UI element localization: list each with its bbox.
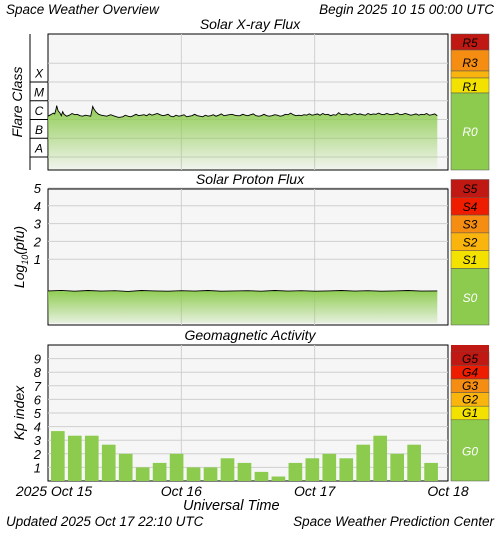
kp-bar	[135, 467, 150, 481]
proton-y-axis-label: Log10(pfu)	[11, 226, 30, 288]
x-tick-1: Oct 16	[161, 483, 202, 499]
kp-scale-band	[450, 419, 490, 482]
proton-y-tick-3: 3	[34, 217, 42, 232]
proton-y-label-paren: (pfu)	[11, 226, 27, 255]
proton-y-tick-5: 5	[34, 181, 42, 196]
xray-flux-line	[47, 104, 438, 118]
kp-y-tick-3: 3	[34, 433, 42, 448]
kp-bar	[152, 462, 167, 481]
xray-y-axis-label: Flare Class	[9, 67, 25, 138]
proton-y-tick-2: 2	[33, 234, 42, 249]
xray-scale-label-r5: R5	[462, 36, 478, 50]
kp-bar	[237, 462, 252, 481]
kp-bar	[84, 435, 99, 481]
kp-bar	[51, 431, 65, 481]
kp-bar	[169, 453, 184, 481]
kp-bar	[373, 435, 388, 481]
xray-scale-band	[450, 92, 490, 171]
proton-flux-fill	[48, 290, 438, 323]
x-tick-3: Oct 18	[427, 483, 468, 499]
xray-title: Solar X-ray Flux	[200, 16, 301, 32]
proton-scale-band	[450, 268, 490, 326]
begin-date: Begin 2025 10 15 00:00 UTC	[319, 2, 494, 17]
kp-scale-top	[451, 345, 489, 352]
proton-scale-label-s5: S5	[463, 182, 478, 196]
proton-title: Solar Proton Flux	[196, 171, 305, 187]
kp-y-tick-5: 5	[34, 406, 42, 421]
xray-class-label: M	[34, 85, 44, 99]
xray-class-label: A	[34, 142, 43, 156]
kp-scale-label-g0: G0	[462, 444, 478, 458]
x-tick-2: Oct 17	[294, 483, 336, 499]
kp-bar	[101, 444, 116, 481]
begin-label: Begin	[319, 2, 354, 17]
kp-bar	[271, 476, 286, 481]
kp-y-tick-7: 7	[34, 379, 42, 394]
x-axis-label: Universal Time	[183, 498, 280, 514]
proton-flux-line	[47, 289, 438, 292]
kp-scale-label-g4: G4	[462, 365, 478, 379]
proton-scale-label-s4: S4	[463, 200, 478, 214]
kp-bar	[186, 467, 201, 481]
kp-scale-label-g1: G1	[462, 406, 478, 420]
begin-value: 2025 10 15 00:00 UTC	[357, 2, 494, 17]
xray-class-label: C	[35, 104, 44, 118]
swpc-credit: Space Weather Prediction Center	[293, 514, 494, 529]
kp-bar	[322, 453, 337, 481]
proton-y-tick-4: 4	[34, 199, 41, 214]
kp-bar	[339, 458, 354, 481]
kp-bar	[254, 471, 269, 481]
xray-class-label: B	[35, 123, 43, 137]
kp-scale-label-g2: G2	[462, 393, 478, 407]
proton-y-label-sub: 10	[20, 255, 30, 265]
kp-scale-label-g3: G3	[462, 379, 478, 393]
updated-label: Updated	[6, 514, 58, 529]
xray-flux-fill	[48, 105, 438, 170]
kp-title: Geomagnetic Activity	[185, 327, 317, 343]
kp-y-tick-2: 2	[33, 447, 42, 462]
kp-bar	[390, 453, 404, 481]
kp-bar	[305, 458, 320, 481]
updated-value: 2025 Oct 17 22:10 UTC	[60, 514, 204, 529]
kp-y-tick-8: 8	[34, 365, 42, 380]
overview-title: Space Weather Overview	[6, 2, 159, 17]
xray-scale-label-r0: R0	[462, 125, 478, 139]
kp-bar	[424, 462, 438, 481]
updated-time: Updated 2025 Oct 17 22:10 UTC	[6, 514, 203, 529]
kp-y-axis-label: Kp index	[11, 385, 27, 440]
proton-scale-label-s3: S3	[463, 218, 478, 232]
kp-bar	[67, 435, 82, 481]
kp-y-tick-9: 9	[34, 352, 41, 367]
proton-scale-label-s2: S2	[463, 235, 478, 249]
x-tick-0: 2025 Oct 15	[15, 483, 92, 499]
kp-bar	[407, 444, 421, 481]
kp-bar	[356, 444, 371, 481]
kp-y-tick-4: 4	[34, 420, 41, 435]
xray-scale-label-r1: R1	[462, 80, 477, 94]
kp-bar	[118, 453, 133, 481]
xray-scale-label-r3: R3	[462, 56, 478, 70]
xray-scale-band	[450, 70, 490, 79]
kp-bar	[220, 458, 235, 481]
kp-bar	[288, 462, 303, 481]
proton-y-tick-1: 1	[34, 252, 41, 267]
proton-scale-label-s0: S0	[463, 291, 478, 305]
kp-scale-label-g5: G5	[462, 352, 478, 366]
proton-scale-label-s1: S1	[463, 253, 478, 267]
kp-y-tick-6: 6	[34, 392, 42, 407]
proton-y-label-main: Log	[11, 265, 27, 289]
xray-class-label: X	[34, 67, 44, 81]
kp-bar	[203, 467, 218, 481]
kp-y-tick-1: 1	[34, 460, 41, 475]
